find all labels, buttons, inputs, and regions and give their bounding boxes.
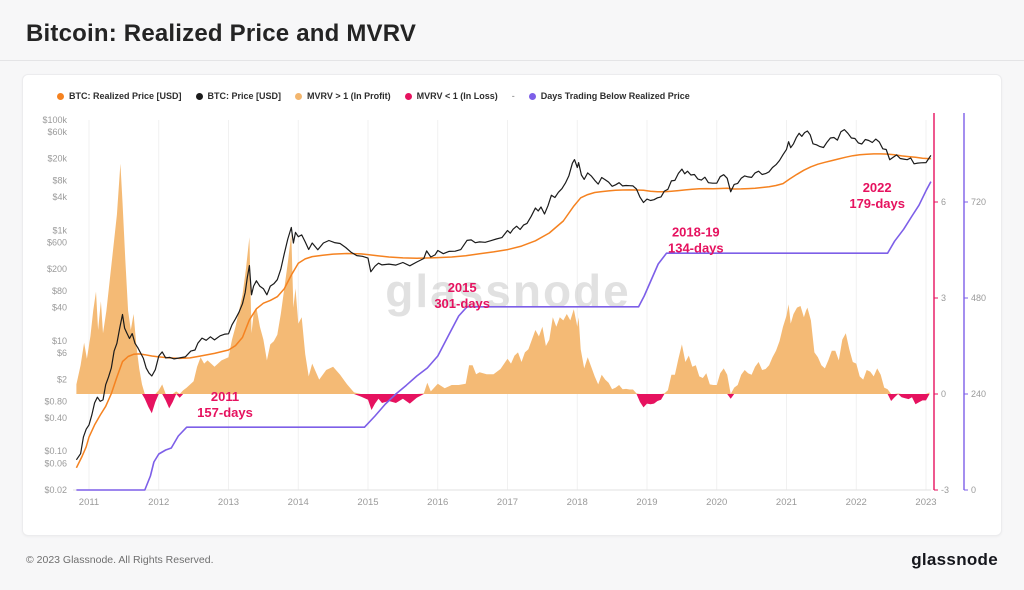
annotation-2-year: 2018-19 <box>672 225 720 240</box>
mvrv-tick-label: 3 <box>941 293 946 303</box>
legend-item-0[interactable]: BTC: Realized Price [USD] <box>57 91 182 101</box>
days-tick-label: 0 <box>971 485 976 495</box>
price-tick-label: $200 <box>47 264 67 274</box>
glassnode-logo: glassnode <box>911 550 998 569</box>
legend-label: MVRV < 1 (In Loss) <box>416 91 498 101</box>
year-tick-label: 2013 <box>218 497 239 508</box>
year-tick-label: 2020 <box>706 497 727 508</box>
annotation-3-days: 179-days <box>849 196 905 211</box>
legend-separator: - <box>511 91 515 101</box>
legend-dot-icon <box>528 92 536 100</box>
legend-item-3[interactable]: MVRV < 1 (In Loss) <box>404 91 498 101</box>
price-tick-label: $10 <box>52 336 67 346</box>
mvrv-tick-label: 0 <box>941 389 946 399</box>
legend-dot-icon <box>57 92 64 100</box>
price-tick-label: $0.02 <box>44 485 67 495</box>
year-tick-label: 2018 <box>567 497 588 508</box>
annotation-3-year: 2022 <box>863 180 892 195</box>
copyright-text: © 2023 Glassnode. All Rights Reserved. <box>26 554 214 566</box>
price-tick-label: $6 <box>57 348 67 358</box>
year-tick-label: 2019 <box>636 497 657 508</box>
legend-label: BTC: Realized Price [USD] <box>69 91 182 101</box>
mvrv-tick-label: 6 <box>941 197 946 207</box>
year-tick-label: 2014 <box>288 497 309 508</box>
price-tick-label: $1k <box>52 225 67 235</box>
price-tick-label: $80 <box>52 286 67 296</box>
year-tick-label: 2022 <box>846 497 867 508</box>
annotation-2-days: 134-days <box>668 241 724 256</box>
chart-canvas[interactable]: glassnode$100k$60k$20k$8k$4k$1k$600$200$… <box>23 105 1003 517</box>
year-tick-label: 2011 <box>79 497 99 508</box>
price-tick-label: $0.40 <box>44 413 67 423</box>
annotation-0-days: 157-days <box>197 405 253 420</box>
legend-item-2[interactable]: MVRV > 1 (In Profit) <box>295 91 391 101</box>
legend-dot-icon <box>295 92 303 100</box>
year-tick-label: 2016 <box>427 497 448 508</box>
page-title: Bitcoin: Realized Price and MVRV <box>26 20 417 47</box>
legend-label: BTC: Price [USD] <box>207 91 282 101</box>
glassnode-watermark: glassnode <box>385 265 631 317</box>
legend-item-4[interactable]: Days Trading Below Realized Price <box>528 91 690 101</box>
price-tick-label: $2 <box>57 374 67 384</box>
days-tick-label: 720 <box>971 197 986 207</box>
price-tick-label: $4k <box>52 192 67 202</box>
btc-price-line <box>75 129 932 461</box>
footer: © 2023 Glassnode. All Rights Reserved. g… <box>0 550 1024 570</box>
days-tick-label: 240 <box>971 389 986 399</box>
year-tick-label: 2023 <box>915 497 936 508</box>
year-tick-label: 2017 <box>497 497 518 508</box>
realized-price-line <box>75 153 931 469</box>
chart-card: BTC: Realized Price [USD] BTC: Price [USD… <box>22 74 1002 536</box>
year-tick-label: 2012 <box>148 497 169 508</box>
price-tick-label: $100k <box>42 115 67 125</box>
price-tick-label: $40 <box>52 303 67 313</box>
legend-item-1[interactable]: BTC: Price [USD] <box>195 91 282 101</box>
price-tick-label: $600 <box>47 238 67 248</box>
mvrv-profit-area <box>76 163 930 394</box>
annotation-1-year: 2015 <box>448 280 477 295</box>
year-tick-label: 2015 <box>357 497 378 508</box>
price-tick-label: $60k <box>47 127 67 137</box>
legend-dot-icon <box>404 92 412 100</box>
price-tick-label: $0.06 <box>44 458 67 468</box>
days-below-line <box>76 181 932 491</box>
legend-dot-icon <box>195 92 203 100</box>
price-tick-label: $0.80 <box>44 396 67 406</box>
price-tick-label: $8k <box>52 176 67 186</box>
annotation-0-year: 2011 <box>211 389 239 404</box>
annotation-1-days: 301-days <box>434 296 490 311</box>
legend-label: Days Trading Below Realized Price <box>540 91 690 101</box>
legend-label: MVRV > 1 (In Profit) <box>307 91 391 101</box>
year-tick-label: 2021 <box>776 497 797 508</box>
days-tick-label: 480 <box>971 293 986 303</box>
title-bar: Bitcoin: Realized Price and MVRV <box>0 0 1024 61</box>
price-tick-label: $0.10 <box>44 446 67 456</box>
mvrv-tick-label: -3 <box>941 485 949 495</box>
chart-legend: BTC: Realized Price [USD] BTC: Price [USD… <box>23 75 1001 104</box>
price-tick-label: $20k <box>47 154 67 164</box>
